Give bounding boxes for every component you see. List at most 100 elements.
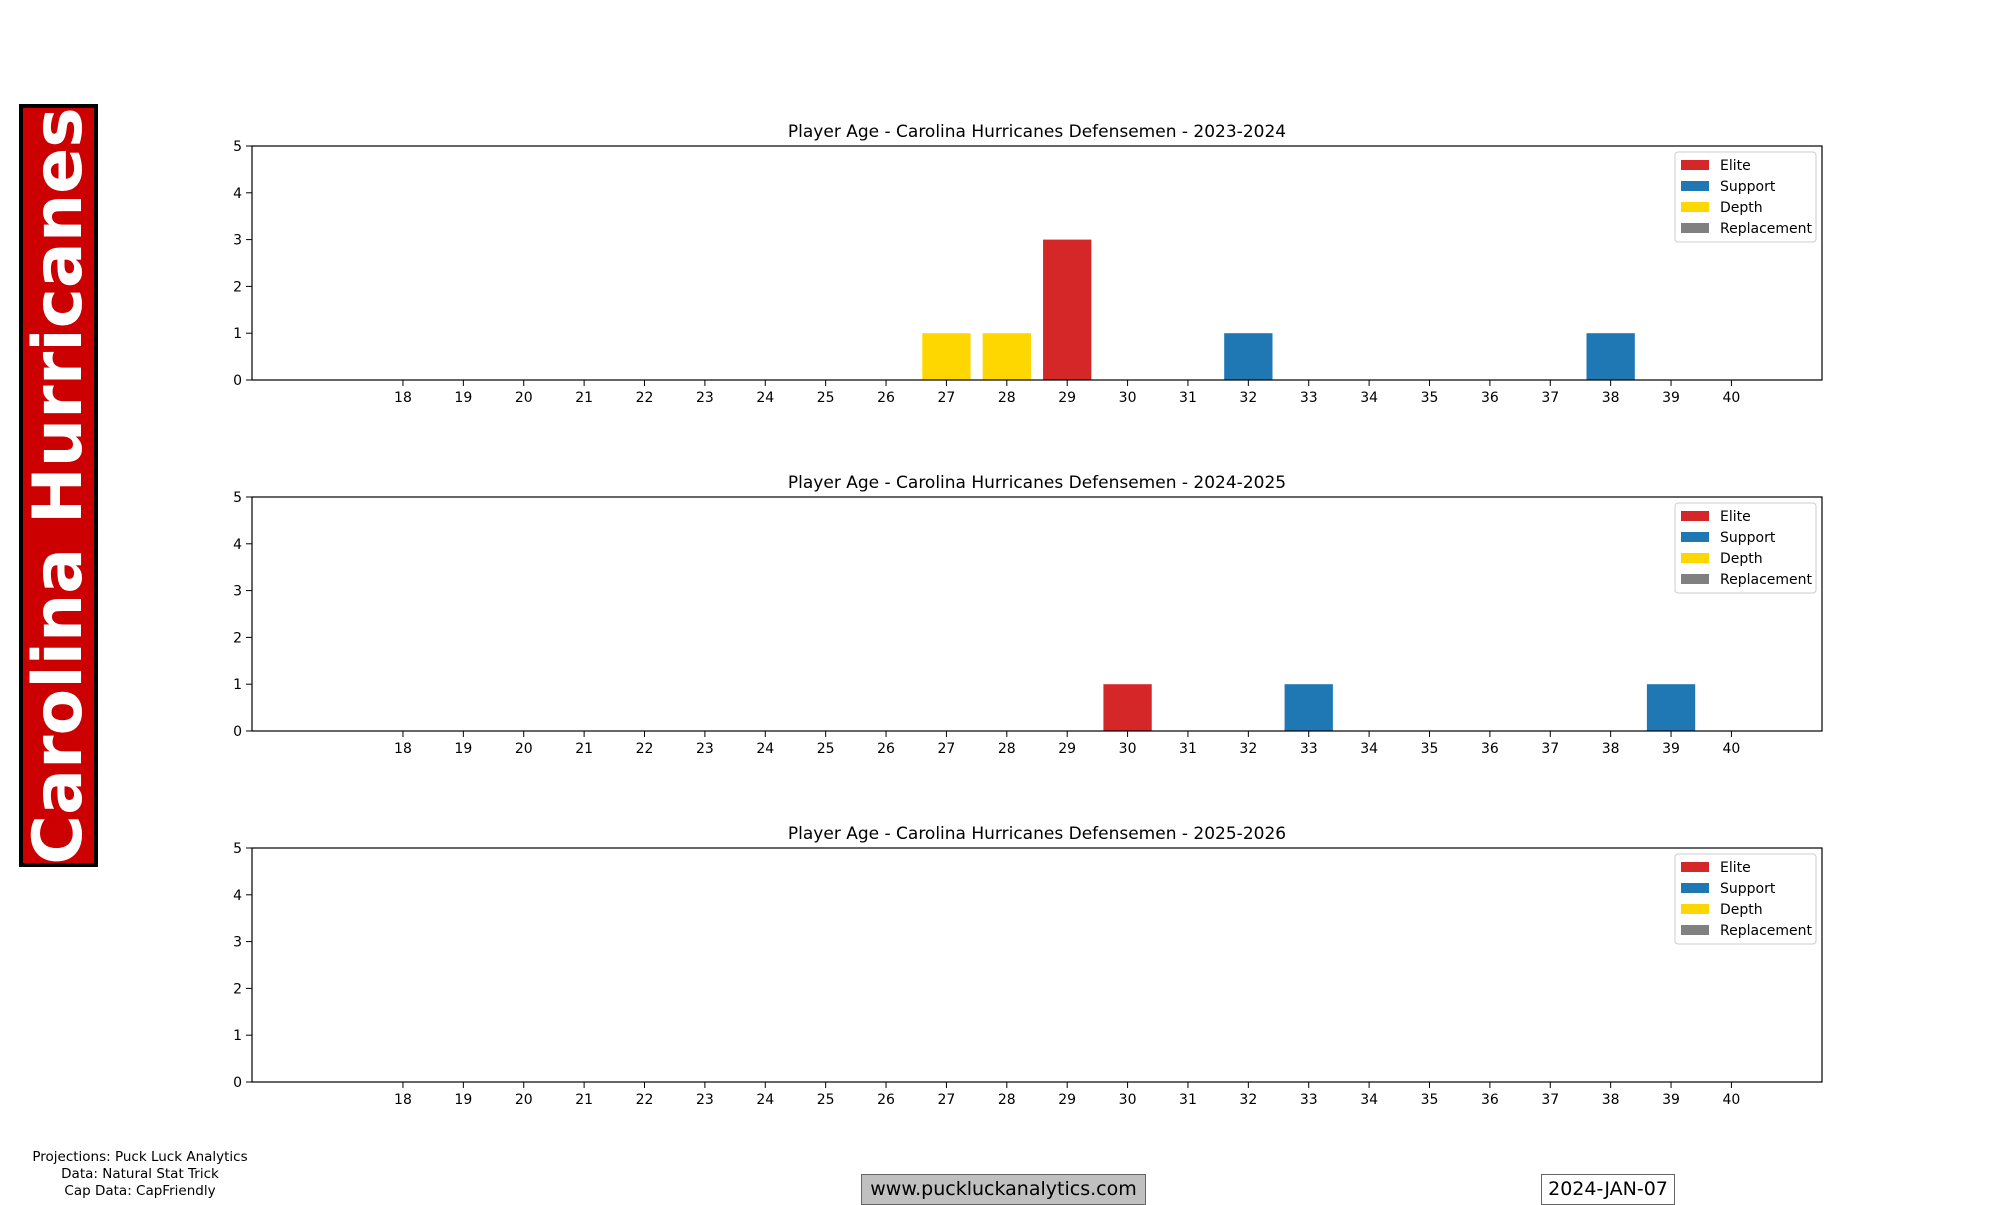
x-tick-label: 29 [1058,390,1076,406]
legend-label-replacement: Replacement [1720,572,1813,588]
date-label: 2024-JAN-07 [1541,1174,1675,1205]
x-tick-label: 20 [515,390,533,406]
x-tick-label: 35 [1421,390,1439,406]
x-tick-label: 30 [1119,741,1137,757]
x-tick-label: 33 [1300,1092,1318,1108]
x-tick-label: 27 [938,741,956,757]
y-tick-label: 2 [233,630,242,646]
x-tick-label: 18 [394,741,412,757]
legend-label-elite: Elite [1720,158,1751,174]
legend-box [1674,853,1817,945]
bar-elite-30 [1103,684,1152,731]
x-tick-label: 23 [696,741,714,757]
x-tick-label: 18 [394,1092,412,1108]
legend-label-depth: Depth [1720,200,1763,216]
credit-projections: Projections: Puck Luck Analytics [32,1149,248,1165]
x-tick-label: 34 [1360,741,1378,757]
chart-title: Player Age - Carolina Hurricanes Defense… [788,122,1286,142]
chart-title: Player Age - Carolina Hurricanes Defense… [788,824,1286,844]
x-tick-label: 25 [817,1092,835,1108]
x-tick-label: 32 [1239,741,1257,757]
y-tick-label: 1 [233,1028,242,1044]
legend-label-support: Support [1720,881,1776,897]
x-tick-label: 33 [1300,390,1318,406]
team-banner: Carolina Hurricanes [19,104,98,867]
bar-support-33 [1284,684,1333,731]
x-tick-label: 37 [1541,390,1559,406]
x-tick-label: 27 [938,1092,956,1108]
chart-title: Player Age - Carolina Hurricanes Defense… [788,473,1286,493]
x-tick-label: 38 [1602,390,1620,406]
x-tick-label: 22 [636,1092,654,1108]
bar-support-32 [1224,333,1273,380]
x-tick-label: 35 [1421,1092,1439,1108]
x-tick-label: 19 [454,1092,472,1108]
x-tick-label: 19 [454,390,472,406]
legend-label-replacement: Replacement [1720,221,1813,237]
legend-swatch-support [1681,532,1709,542]
plot-frame [251,496,1823,732]
x-tick-label: 39 [1662,741,1680,757]
x-tick-label: 26 [877,741,895,757]
legend-swatch-replacement [1681,925,1709,935]
y-tick-label: 3 [233,233,242,249]
x-tick-label: 33 [1300,741,1318,757]
credits-block: Projections: Puck Luck Analytics Data: N… [20,1149,260,1200]
legend-swatch-depth [1681,904,1709,914]
x-tick-label: 38 [1602,741,1620,757]
x-tick-label: 30 [1119,390,1137,406]
x-tick-label: 31 [1179,1092,1197,1108]
y-tick-label: 2 [233,279,242,295]
y-tick-label: 5 [233,841,242,857]
y-tick-label: 5 [233,490,242,506]
y-tick-label: 3 [233,584,242,600]
x-tick-label: 25 [817,741,835,757]
x-tick-label: 36 [1481,741,1499,757]
x-tick-label: 22 [636,741,654,757]
legend-swatch-depth [1681,553,1709,563]
x-tick-label: 35 [1421,741,1439,757]
x-tick-label: 29 [1058,741,1076,757]
bar-depth-27 [922,333,971,380]
x-tick-label: 32 [1239,1092,1257,1108]
legend-swatch-support [1681,883,1709,893]
credit-cap: Cap Data: CapFriendly [64,1183,216,1199]
legend-label-depth: Depth [1720,902,1763,918]
x-tick-label: 36 [1481,390,1499,406]
bar-elite-29 [1043,239,1092,380]
y-tick-label: 5 [233,139,242,155]
chart-2: Player Age - Carolina Hurricanes Defense… [233,473,1823,757]
bar-support-38 [1586,333,1635,380]
x-tick-label: 34 [1360,390,1378,406]
plot-frame [251,847,1823,1083]
bar-depth-28 [982,333,1031,380]
plot-frame [251,145,1823,381]
y-tick-label: 4 [233,537,242,553]
x-tick-label: 25 [817,390,835,406]
x-tick-label: 37 [1541,741,1559,757]
x-tick-label: 39 [1662,390,1680,406]
y-tick-label: 1 [233,326,242,342]
x-tick-label: 28 [998,390,1016,406]
legend-swatch-elite [1681,862,1709,872]
x-tick-label: 36 [1481,1092,1499,1108]
y-tick-label: 2 [233,981,242,997]
y-tick-label: 0 [233,373,242,389]
bar-support-39 [1646,684,1696,731]
x-tick-label: 23 [696,1092,714,1108]
x-tick-label: 23 [696,390,714,406]
x-tick-label: 32 [1239,390,1257,406]
x-tick-label: 27 [938,390,956,406]
legend-label-depth: Depth [1720,551,1763,567]
x-tick-label: 40 [1723,390,1741,406]
x-tick-label: 18 [394,390,412,406]
y-tick-label: 0 [233,1075,242,1091]
x-tick-label: 24 [756,741,774,757]
credit-data: Data: Natural Stat Trick [61,1166,219,1182]
legend-swatch-replacement [1681,223,1709,233]
y-tick-label: 4 [233,186,242,202]
legend-label-support: Support [1720,179,1776,195]
legend-swatch-elite [1681,160,1709,170]
x-tick-label: 19 [454,741,472,757]
